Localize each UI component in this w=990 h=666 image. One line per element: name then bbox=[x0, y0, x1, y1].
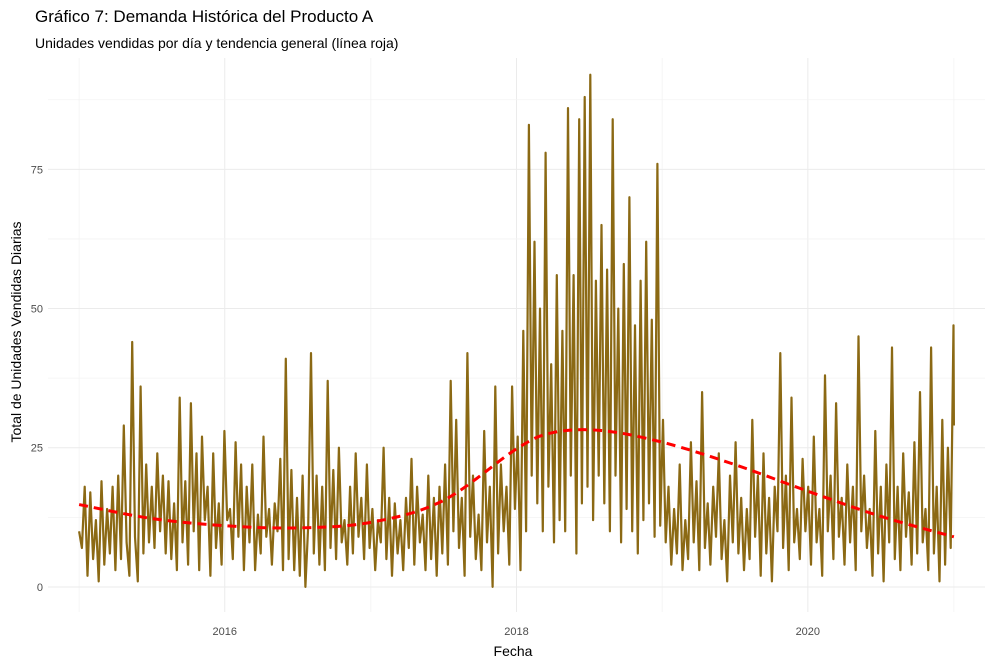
y-axis-title: Total de Unidades Vendidas Diarias bbox=[8, 221, 24, 442]
chart-subtitle: Unidades vendidas por día y tendencia ge… bbox=[35, 35, 398, 51]
series-daily-line bbox=[78, 73, 955, 588]
y-tick-label: 0 bbox=[37, 582, 43, 594]
y-tick-label: 75 bbox=[31, 164, 43, 176]
grid bbox=[48, 58, 985, 612]
y-tick-label: 25 bbox=[31, 443, 43, 455]
daily-demand-line bbox=[78, 73, 955, 588]
x-axis-title: Fecha bbox=[494, 643, 533, 659]
x-tick-label: 2018 bbox=[504, 626, 528, 638]
series-trend-line bbox=[78, 428, 955, 539]
x-tick-label: 2020 bbox=[796, 626, 820, 638]
axis-ticks: 0 25 50 75 2016 2018 2020 bbox=[31, 164, 820, 638]
chart-title: Gráfico 7: Demanda Histórica del Product… bbox=[35, 7, 374, 26]
trend-line bbox=[78, 428, 955, 539]
y-tick-label: 50 bbox=[31, 304, 43, 316]
x-tick-label: 2016 bbox=[213, 626, 237, 638]
